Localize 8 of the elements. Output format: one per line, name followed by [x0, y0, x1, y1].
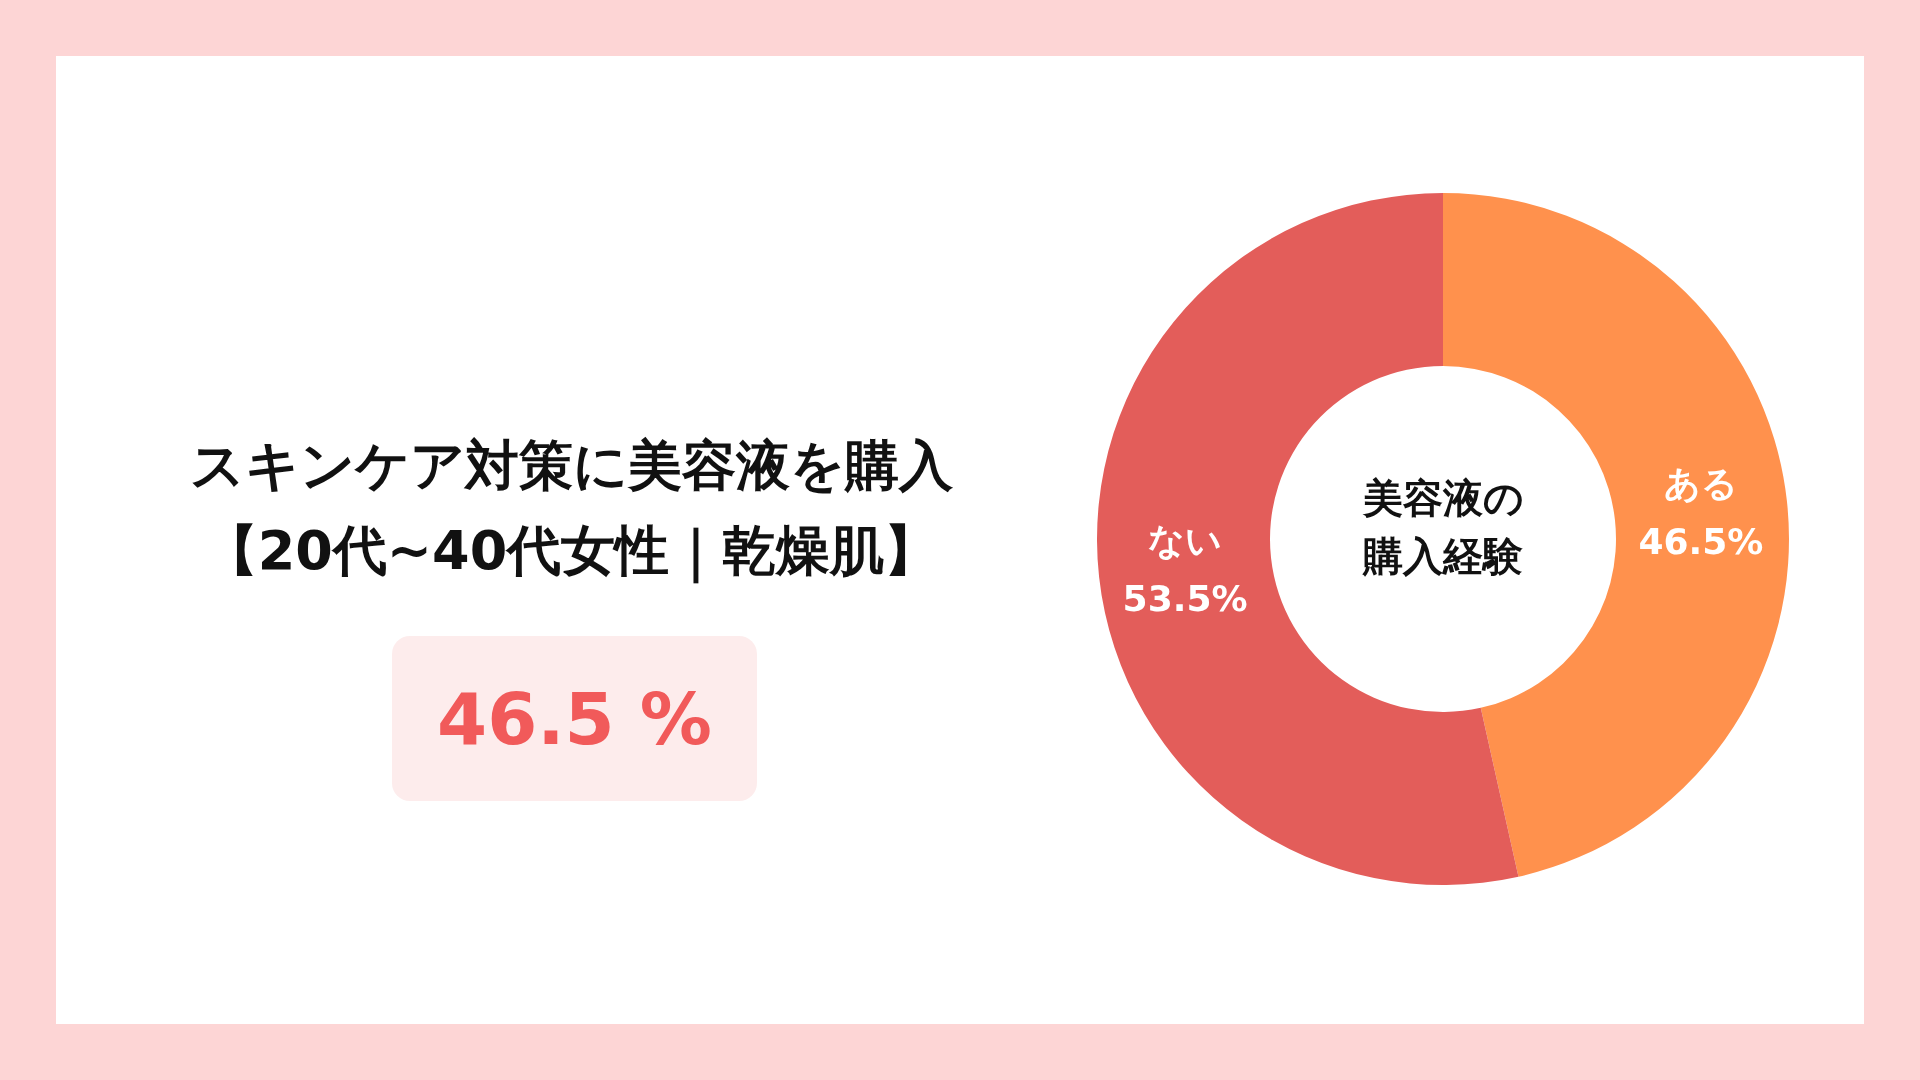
slice-label: ある [1663, 462, 1738, 504]
text: 46.5 % [392, 636, 757, 801]
text: 美容液の購入経験 [1361, 474, 1525, 581]
text: スキンケア対策に美容液を購入 [188, 433, 954, 499]
data-label: 53.5% [1122, 577, 1248, 619]
text: 【20代~40代女性｜乾燥肌】 [202, 518, 940, 586]
slice-label: ない [1148, 519, 1223, 561]
data-label: 46.5% [1638, 520, 1764, 562]
